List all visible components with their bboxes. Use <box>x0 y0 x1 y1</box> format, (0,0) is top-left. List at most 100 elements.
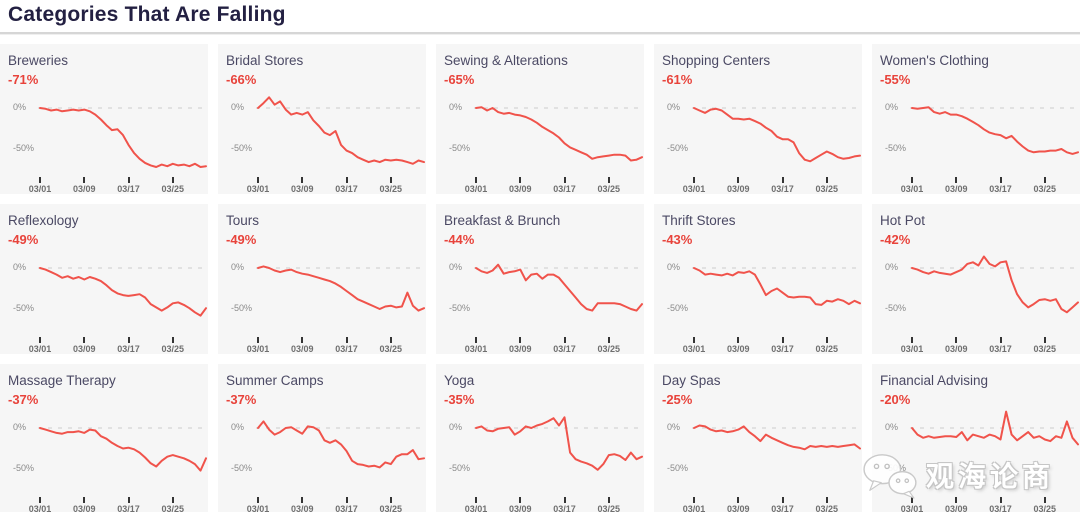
x-tick-label: 03/17 <box>989 344 1012 354</box>
category-name: Breweries <box>8 53 69 68</box>
x-tick-label: 03/09 <box>509 184 532 194</box>
category-name: Thrift Stores <box>662 213 736 228</box>
x-tick-mark <box>955 337 958 343</box>
category-chart-card: Shopping Centers -61% 0% -50% 03/01 03/09… <box>654 44 862 194</box>
sparkline-svg <box>692 424 862 451</box>
x-tick-mark <box>607 177 610 183</box>
category-name: Financial Advising <box>880 373 989 388</box>
x-tick-label: 03/25 <box>597 344 621 354</box>
y-axis-label-zero: 0% <box>231 262 245 272</box>
percent-change: -65% <box>444 72 475 87</box>
x-tick-label: 03/17 <box>553 344 576 354</box>
x-tick-mark <box>389 337 392 343</box>
category-name: Shopping Centers <box>662 53 771 68</box>
x-axis: 03/01 03/09 03/17 03/25 <box>880 175 1074 194</box>
y-axis-label-zero: 0% <box>449 262 463 272</box>
x-tick-label: 03/01 <box>682 184 706 194</box>
x-axis: 03/01 03/09 03/17 03/25 <box>444 335 638 354</box>
x-tick-mark <box>39 177 41 183</box>
x-tick-label: 03/09 <box>509 504 532 512</box>
y-axis-label-minus50: -50% <box>449 463 471 473</box>
category-name: Breakfast & Brunch <box>444 213 561 228</box>
x-tick-mark <box>1043 337 1046 343</box>
trend-line <box>693 267 861 306</box>
trend-chart: 0% -50% <box>8 411 208 495</box>
trend-chart: 0% -50% <box>662 251 862 335</box>
trend-line <box>475 416 643 471</box>
x-tick-mark <box>345 337 348 343</box>
x-tick-label: 03/01 <box>246 184 270 194</box>
x-tick-mark <box>563 337 566 343</box>
category-chart-card: Breakfast & Brunch -44% 0% -50% 03/01 03/… <box>436 204 644 354</box>
x-tick-label: 03/25 <box>379 184 403 194</box>
y-axis-label-zero: 0% <box>667 262 681 272</box>
sparkline-svg <box>910 255 1080 314</box>
x-tick-label: 03/25 <box>1033 344 1057 354</box>
x-tick-mark <box>911 177 913 183</box>
x-tick-label: 03/09 <box>509 344 532 354</box>
x-tick-mark <box>257 497 259 503</box>
x-tick-mark <box>519 497 522 503</box>
category-name: Hot Pot <box>880 213 926 228</box>
x-axis: 03/01 03/09 03/17 03/25 <box>880 495 1074 512</box>
category-name: Bridal Stores <box>226 53 304 68</box>
trend-chart: 0% -50% <box>662 91 862 175</box>
y-axis-label-minus50: -50% <box>885 463 907 473</box>
x-tick-label: 03/01 <box>28 504 52 512</box>
x-tick-mark <box>737 177 740 183</box>
x-tick-mark <box>39 497 41 503</box>
trend-chart: 0% -50% <box>8 251 208 335</box>
percent-change: -42% <box>880 232 911 247</box>
x-tick-mark <box>737 497 740 503</box>
x-tick-label: 03/01 <box>682 504 706 512</box>
category-chart-card: Breweries -71% 0% -50% 03/01 03/09 03/17 03… <box>0 44 208 194</box>
x-tick-label: 03/25 <box>815 504 839 512</box>
trend-line <box>693 424 861 451</box>
x-tick-label: 03/17 <box>553 184 576 194</box>
percent-change: -71% <box>8 72 39 87</box>
x-tick-label: 03/09 <box>73 184 96 194</box>
trend-chart: 0% -50% <box>880 91 1080 175</box>
y-axis-label-zero: 0% <box>231 422 245 432</box>
x-tick-mark <box>171 337 174 343</box>
x-tick-label: 03/01 <box>28 184 52 194</box>
percent-change: -43% <box>662 232 693 247</box>
x-tick-label: 03/01 <box>464 184 488 194</box>
x-tick-mark <box>301 497 304 503</box>
x-tick-label: 03/09 <box>291 504 314 512</box>
x-tick-label: 03/01 <box>246 504 270 512</box>
x-tick-mark <box>475 177 477 183</box>
x-axis: 03/01 03/09 03/17 03/25 <box>226 175 420 194</box>
trend-line <box>39 267 207 317</box>
x-tick-label: 03/25 <box>1033 184 1057 194</box>
category-chart-card: Hot Pot -42% 0% -50% 03/01 03/09 03/17 03/2… <box>872 204 1080 354</box>
category-chart-card: Thrift Stores -43% 0% -50% 03/01 03/09 03/… <box>654 204 862 354</box>
trend-chart: 0% -50% <box>662 411 862 495</box>
category-chart-card: Sewing & Alterations -65% 0% -50% 03/01 0… <box>436 44 644 194</box>
x-tick-mark <box>693 177 695 183</box>
x-tick-mark <box>389 497 392 503</box>
category-name: Massage Therapy <box>8 373 116 388</box>
x-tick-label: 03/25 <box>379 344 403 354</box>
x-axis: 03/01 03/09 03/17 03/25 <box>444 175 638 194</box>
y-axis-label-minus50: -50% <box>13 303 35 313</box>
x-tick-mark <box>519 177 522 183</box>
y-axis-label-minus50: -50% <box>231 303 253 313</box>
x-tick-label: 03/25 <box>815 344 839 354</box>
sparkline-svg <box>474 106 644 162</box>
x-tick-mark <box>563 177 566 183</box>
y-axis-label-minus50: -50% <box>885 303 907 313</box>
x-axis: 03/01 03/09 03/17 03/25 <box>8 175 202 194</box>
x-tick-label: 03/25 <box>597 504 621 512</box>
percent-change: -49% <box>226 232 257 247</box>
x-tick-label: 03/25 <box>1033 504 1057 512</box>
x-tick-mark <box>999 497 1002 503</box>
x-tick-label: 03/09 <box>945 344 968 354</box>
y-axis-label-minus50: -50% <box>667 143 689 153</box>
sparkline-svg <box>38 267 208 317</box>
x-tick-label: 03/01 <box>900 184 924 194</box>
category-chart-card: Day Spas -25% 0% -50% 03/01 03/09 03/17 03/… <box>654 364 862 512</box>
x-axis: 03/01 03/09 03/17 03/25 <box>662 335 856 354</box>
percent-change: -61% <box>662 72 693 87</box>
sparkline-svg <box>910 410 1080 446</box>
